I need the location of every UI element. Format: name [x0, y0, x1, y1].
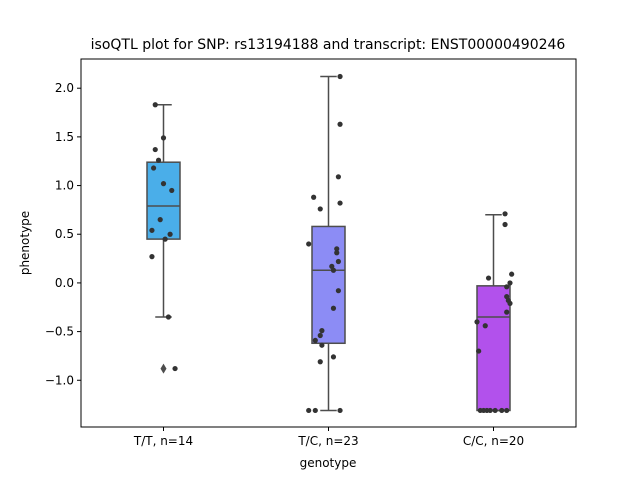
x-tick-label: T/T, n=14: [133, 434, 193, 448]
data-point: [319, 342, 325, 348]
x-tick-label: T/C, n=23: [297, 434, 358, 448]
data-point: [334, 250, 340, 256]
data-point: [306, 407, 312, 414]
plot-area: T/T, n=14 T/C, n=23 C/C, n=20 2.0 1.5 1.0 0.5 0…: [45, 58, 577, 448]
data-point: [311, 194, 317, 200]
chart-title: isoQTL plot for SNP: rs13194188 and tran…: [91, 37, 566, 53]
x-tick-label: C/C, n=20: [463, 434, 524, 448]
data-point: [337, 200, 343, 206]
data-point: [504, 407, 510, 414]
data-point: [476, 348, 482, 354]
y-tick-label: 1.5: [55, 130, 74, 144]
data-point: [329, 263, 335, 269]
data-point: [172, 365, 178, 372]
data-point: [312, 337, 318, 343]
data-point: [319, 328, 325, 334]
data-point: [167, 231, 173, 237]
data-point: [504, 284, 510, 290]
plot-frame: [80, 58, 577, 428]
data-point: [317, 332, 323, 339]
data-point: [487, 407, 493, 414]
data-point: [337, 407, 343, 414]
data-point: [317, 206, 323, 212]
data-point: [317, 359, 323, 365]
data-point: [157, 217, 163, 223]
data-point: [306, 241, 312, 247]
data-point: [502, 221, 508, 228]
data-point: [169, 187, 175, 194]
data-point: [499, 407, 505, 414]
data-point: [330, 267, 337, 273]
data-point: [507, 300, 513, 306]
data-point: [149, 254, 155, 260]
box-iqr: [146, 161, 181, 240]
data-point: [337, 73, 343, 80]
data-point: [337, 121, 343, 127]
y-tick-label: 0.5: [55, 227, 74, 241]
x-axis-label: genotype: [300, 456, 357, 470]
data-point: [482, 323, 488, 329]
data-point: [155, 157, 162, 163]
data-point: [165, 314, 172, 320]
y-tick-label: −1.0: [45, 373, 74, 387]
data-point: [152, 146, 158, 153]
data-point: [149, 227, 155, 233]
data-point: [160, 181, 167, 187]
data-point: [152, 102, 158, 108]
data-point: [504, 293, 510, 300]
box-iqr: [476, 285, 511, 412]
data-point: [507, 280, 513, 286]
data-point: [509, 271, 515, 277]
outlier-marker: [160, 363, 167, 374]
data-point: [162, 236, 168, 242]
data-point: [334, 246, 340, 252]
data-point: [312, 407, 318, 414]
data-point: [151, 165, 157, 171]
data-point: [335, 174, 341, 180]
y-tick-label: 2.0: [55, 81, 74, 95]
y-tick-label: 0.0: [55, 276, 74, 290]
data-point: [160, 135, 167, 141]
data-point: [492, 407, 498, 414]
data-point: [330, 354, 337, 360]
data-point: [485, 275, 492, 281]
data-point: [335, 288, 341, 294]
data-point: [330, 305, 337, 311]
box-iqr: [311, 225, 346, 345]
y-tick-label: −0.5: [45, 325, 74, 339]
data-point: [335, 258, 341, 265]
data-point: [504, 309, 510, 315]
y-tick-label: 1.0: [55, 179, 74, 193]
y-axis-label: phenotype: [18, 211, 32, 275]
data-point: [502, 211, 508, 217]
data-point: [474, 319, 480, 325]
